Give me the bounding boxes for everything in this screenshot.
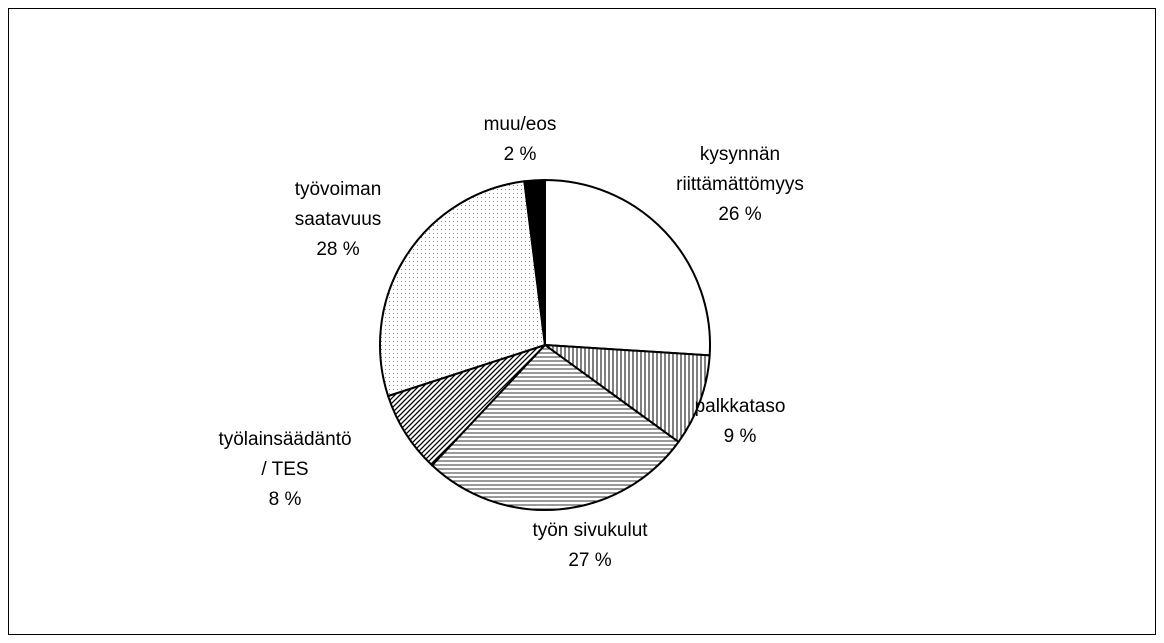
slice-value-label: 28 % — [316, 239, 359, 260]
slice-label: työvoiman — [295, 179, 382, 200]
slice-value-label: 26 % — [718, 204, 761, 225]
slice-label: muu/eos — [484, 114, 557, 135]
pie-slice — [544, 179, 711, 357]
slice-label: kysynnän — [700, 144, 780, 165]
slice-label: työlainsäädäntö — [218, 429, 351, 450]
slice-value-label: 27 % — [568, 550, 611, 571]
pie-slice — [379, 180, 546, 397]
slice-value-label: 2 % — [504, 144, 537, 165]
slice-value-label: 8 % — [269, 489, 302, 510]
pie-slice — [523, 179, 546, 346]
slice-label: saatavuus — [295, 209, 382, 230]
slice-label: / TES — [261, 459, 308, 480]
slice-label: työn sivukulut — [532, 520, 648, 541]
slice-value-label: 9 % — [724, 426, 757, 447]
slice-label: palkkataso — [695, 396, 786, 417]
pie-slice — [431, 344, 680, 511]
slice-label: riittämättömyys — [676, 174, 804, 195]
pie-slice — [544, 344, 711, 443]
